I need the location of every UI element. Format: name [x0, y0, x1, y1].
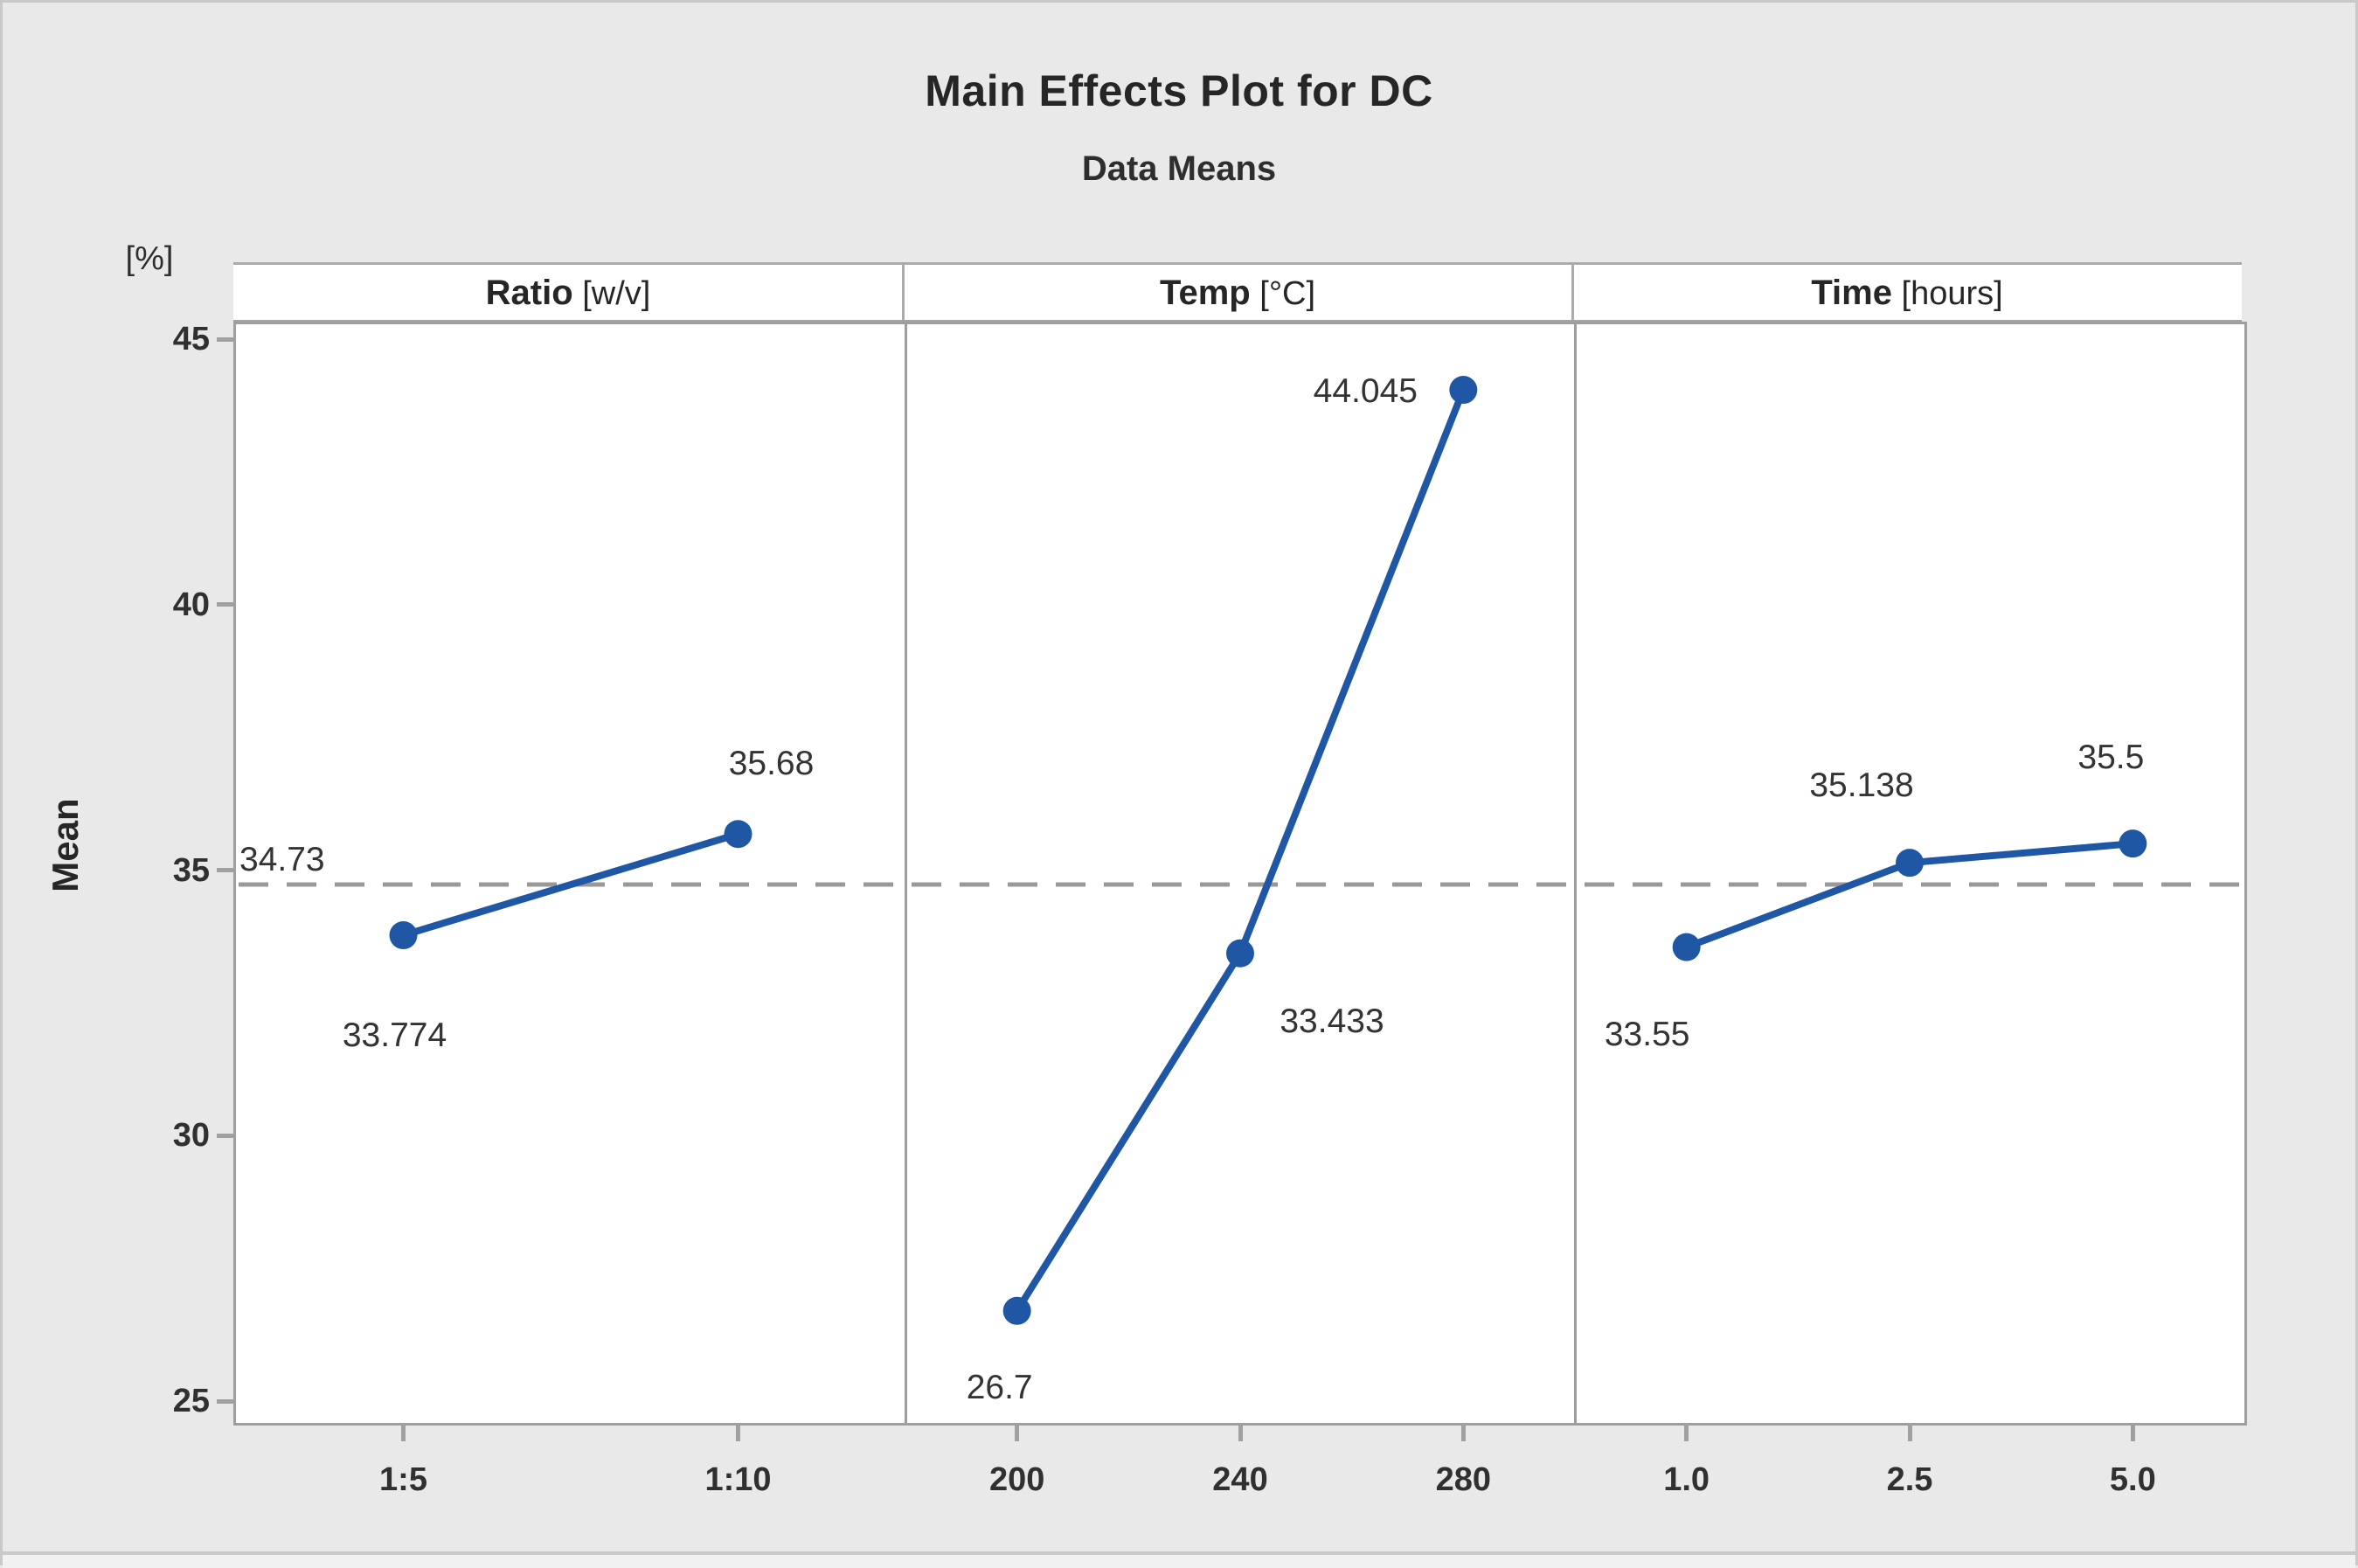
y-axis-unit-label: [%] — [125, 240, 174, 277]
data-point-label: 33.433 — [1280, 1002, 1384, 1040]
y-tick-label: 35 — [172, 851, 210, 889]
panel-factor-unit: [hours] — [1891, 275, 2003, 312]
x-tick-label: 200 — [988, 1461, 1045, 1498]
data-point-marker — [389, 921, 418, 950]
x-tick-label: 2.5 — [1886, 1461, 1933, 1498]
data-point-marker — [724, 820, 752, 849]
data-point-marker — [1896, 849, 1924, 878]
x-tick-label: 1.0 — [1663, 1461, 1710, 1498]
y-tick-label: 30 — [172, 1117, 210, 1155]
bottom-edge-strip — [3, 1555, 2355, 1568]
panel-factor-name: Ratio — [485, 274, 573, 312]
y-tick-mark — [217, 1133, 236, 1138]
y-tick-mark — [217, 336, 236, 342]
data-point-label: 35.138 — [1809, 767, 1914, 805]
y-tick-mark — [217, 602, 236, 607]
y-tick-label: 25 — [172, 1383, 210, 1420]
data-point-label: 35.5 — [2077, 739, 2145, 777]
x-tick-label: 1:5 — [379, 1461, 427, 1498]
chart-title: Main Effects Plot for DC — [925, 66, 1433, 115]
x-tick-label: 1:10 — [704, 1461, 772, 1498]
x-tick-label: 240 — [1212, 1461, 1268, 1498]
x-tick-mark — [736, 1423, 740, 1441]
data-point-marker — [1449, 376, 1478, 405]
data-point-label: 44.045 — [1313, 372, 1418, 411]
y-tick-label: 40 — [172, 586, 210, 623]
x-tick-mark — [1907, 1423, 1912, 1441]
x-tick-label: 280 — [1435, 1461, 1492, 1498]
data-point-label: 33.55 — [1604, 1015, 1690, 1053]
y-tick-label: 45 — [172, 321, 210, 357]
panel-header-divider — [1571, 265, 1574, 320]
x-tick-label: 5.0 — [2109, 1461, 2156, 1498]
reference-line-label: 34.73 — [239, 840, 325, 878]
panel-divider — [904, 324, 907, 1423]
data-point-marker — [1672, 933, 1701, 961]
bottom-divider-line — [3, 1551, 2355, 1555]
panel-header-label: Ratio [w/v] — [233, 270, 903, 316]
x-tick-mark — [1684, 1423, 1689, 1441]
panel-divider — [1573, 324, 1577, 1423]
data-point-marker — [2119, 829, 2147, 858]
x-tick-mark — [2130, 1423, 2135, 1441]
y-tick-mark — [217, 868, 236, 873]
series-line — [402, 830, 739, 939]
data-point-label: 35.68 — [728, 745, 815, 783]
x-tick-mark — [1238, 1423, 1243, 1441]
data-point-label: 33.774 — [342, 1016, 447, 1055]
panel-factor-name: Temp — [1159, 274, 1251, 312]
data-point-marker — [1226, 939, 1254, 968]
panel-header-divider — [901, 265, 905, 320]
series-line — [1014, 388, 1467, 1313]
panel-factor-unit: [°C] — [1250, 275, 1316, 312]
x-tick-mark — [401, 1423, 406, 1441]
panel-header-label: Temp [°C] — [903, 270, 1572, 316]
panel-header-label: Time [hours] — [1572, 270, 2242, 316]
chart-subtitle: Data Means — [1081, 149, 1277, 188]
panel-factor-unit: [w/v] — [572, 275, 651, 312]
y-tick-mark — [217, 1398, 236, 1404]
x-tick-mark — [1015, 1423, 1020, 1441]
x-tick-mark — [1460, 1423, 1466, 1441]
data-point-marker — [1002, 1296, 1031, 1325]
panel-factor-name: Time — [1811, 274, 1892, 312]
series-plot — [239, 376, 2242, 1325]
data-point-label: 26.7 — [966, 1368, 1033, 1406]
